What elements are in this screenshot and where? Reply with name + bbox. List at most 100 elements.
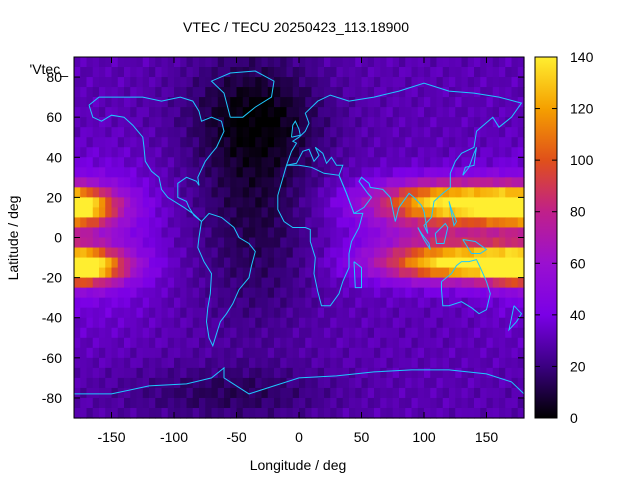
heatmap-cell	[424, 207, 431, 219]
heatmap-cell	[111, 217, 119, 229]
heatmap-cell	[255, 147, 263, 158]
heatmap-cell	[511, 117, 519, 128]
heatmap-cell	[86, 257, 94, 269]
heatmap-cell	[236, 127, 244, 138]
chart-title: VTEC / TECU 20250423_113.18900	[183, 19, 409, 35]
y-tick-label: 0	[54, 230, 62, 246]
heatmap-cell	[499, 367, 506, 379]
heatmap-cell	[105, 157, 113, 168]
heatmap-cell	[374, 57, 381, 68]
heatmap-cell	[130, 297, 138, 309]
heatmap-cell	[280, 267, 288, 279]
heatmap-cell	[349, 407, 356, 419]
heatmap-cell	[211, 317, 219, 329]
heatmap-cell	[117, 77, 125, 88]
heatmap-cell	[480, 187, 488, 198]
heatmap-cell	[361, 397, 369, 409]
heatmap-cell	[517, 337, 525, 349]
heatmap-cell	[211, 137, 219, 148]
heatmap-cell	[499, 57, 506, 68]
heatmap-cell	[180, 327, 188, 339]
heatmap-cell	[424, 117, 431, 128]
colorbar-tick-label: 40	[570, 307, 586, 323]
heatmap-cell	[224, 407, 231, 419]
heatmap-cell	[255, 177, 263, 188]
heatmap-cell	[474, 297, 481, 309]
heatmap-cell	[242, 327, 250, 339]
heatmap-cell	[349, 87, 356, 98]
heatmap-cell	[336, 117, 344, 128]
heatmap-cell	[255, 237, 263, 249]
heatmap-cell	[467, 127, 475, 138]
heatmap-cell	[299, 337, 306, 349]
heatmap-cell	[130, 237, 138, 249]
heatmap-cell	[242, 347, 250, 359]
heatmap-cell	[399, 377, 406, 389]
heatmap-cell	[374, 107, 381, 118]
heatmap-cell	[505, 77, 513, 88]
heatmap-cell	[155, 357, 163, 369]
heatmap-cell	[480, 267, 488, 279]
heatmap-cell	[142, 357, 150, 369]
heatmap-cell	[186, 57, 194, 68]
heatmap-cell	[261, 327, 269, 339]
heatmap-cell	[111, 207, 119, 219]
heatmap-cell	[199, 297, 206, 309]
heatmap-cell	[386, 247, 394, 259]
heatmap-cell	[74, 167, 81, 178]
heatmap-cell	[205, 207, 213, 219]
heatmap-cell	[86, 217, 94, 229]
heatmap-cell	[311, 67, 319, 78]
heatmap-cell	[424, 397, 431, 409]
heatmap-cell	[161, 77, 169, 88]
heatmap-cell	[299, 287, 306, 299]
heatmap-cell	[324, 87, 331, 98]
heatmap-cell	[117, 127, 125, 138]
heatmap-cell	[324, 257, 331, 269]
heatmap-cell	[142, 67, 150, 78]
heatmap-cell	[124, 177, 131, 188]
heatmap-cell	[130, 357, 138, 369]
heatmap-cell	[324, 197, 331, 209]
heatmap-cell	[317, 97, 325, 108]
heatmap-cell	[474, 227, 481, 239]
heatmap-cell	[442, 197, 450, 209]
heatmap-cell	[455, 287, 463, 299]
heatmap-cell	[92, 377, 100, 389]
heatmap-cell	[199, 267, 206, 279]
heatmap-cell	[192, 337, 200, 349]
heatmap-cell	[492, 257, 500, 269]
heatmap-cell	[280, 337, 288, 349]
heatmap-cell	[392, 407, 400, 419]
heatmap-cell	[367, 297, 375, 309]
heatmap-cell	[136, 317, 144, 329]
heatmap-cell	[455, 277, 463, 289]
heatmap-cell	[461, 357, 469, 369]
heatmap-cell	[224, 97, 231, 108]
heatmap-cell	[136, 87, 144, 98]
heatmap-cell	[299, 387, 306, 399]
heatmap-cell	[436, 147, 444, 158]
heatmap-cell	[149, 157, 156, 168]
heatmap-cell	[111, 97, 119, 108]
heatmap-cell	[305, 237, 313, 249]
heatmap-cell	[180, 227, 188, 239]
heatmap-cell	[280, 217, 288, 229]
heatmap-cell	[430, 237, 438, 249]
heatmap-cell	[336, 227, 344, 239]
heatmap-cell	[386, 227, 394, 239]
heatmap-cell	[142, 367, 150, 379]
heatmap-cell	[367, 357, 375, 369]
heatmap-cell	[511, 97, 519, 108]
heatmap-cell	[467, 67, 475, 78]
heatmap-cell	[199, 397, 206, 409]
heatmap-cell	[461, 147, 469, 158]
x-tick-label: -100	[160, 429, 188, 445]
heatmap-cell	[205, 397, 213, 409]
heatmap-cell	[492, 367, 500, 379]
heatmap-cell	[505, 87, 513, 98]
heatmap-cell	[449, 287, 456, 299]
heatmap-cell	[199, 227, 206, 239]
heatmap-cell	[417, 117, 425, 128]
heatmap-cell	[192, 257, 200, 269]
